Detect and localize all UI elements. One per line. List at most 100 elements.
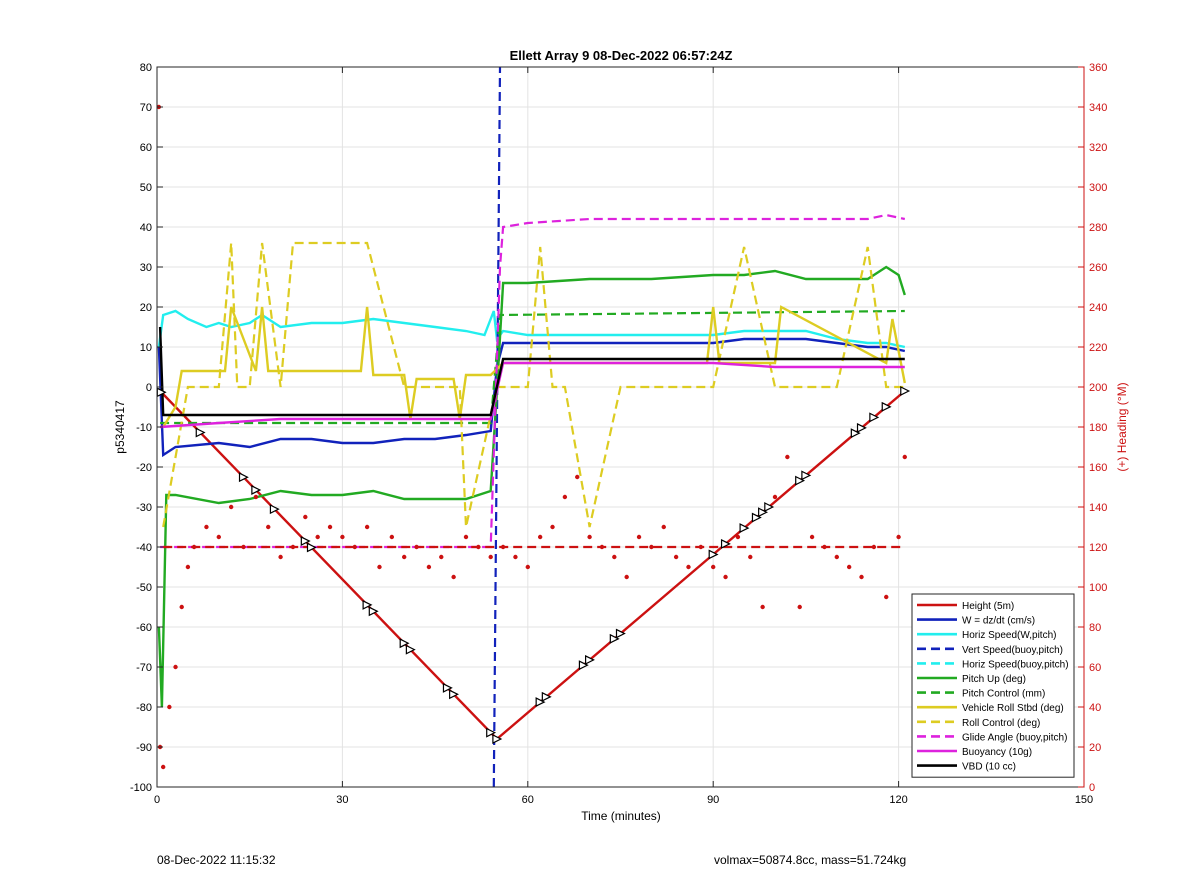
y-tick-label: -40 xyxy=(136,542,152,554)
y-tick-label: -70 xyxy=(136,662,152,674)
height-marker xyxy=(492,734,503,744)
y-tick-label: 40 xyxy=(140,222,152,234)
height-marker xyxy=(300,536,311,547)
heading-point xyxy=(451,574,456,580)
height-marker xyxy=(900,386,911,396)
height-marker xyxy=(739,523,750,534)
heading-point xyxy=(846,564,852,570)
y-tick-label: 20 xyxy=(140,302,152,314)
heading-point xyxy=(179,604,184,610)
series-line-vehicle-roll-stbd-deg xyxy=(162,305,906,428)
series-line-vbd-10-cc xyxy=(158,326,905,417)
heading-point xyxy=(809,534,815,540)
legend-label: Pitch Control (mm) xyxy=(962,689,1045,700)
heading-point xyxy=(513,554,518,560)
y2-tick-label: 340 xyxy=(1089,102,1107,114)
series-line-vert-speed-buoy-pitch xyxy=(492,66,502,788)
chart-title: Ellett Array 9 08-Dec-2022 06:57:24Z xyxy=(510,48,733,63)
heading-point xyxy=(537,534,543,540)
heading-point xyxy=(686,564,691,570)
heading-point xyxy=(204,524,209,530)
x-axis-label: Time (minutes) xyxy=(581,809,661,823)
x-tick-label: 30 xyxy=(336,794,348,806)
height-marker xyxy=(881,401,892,412)
heading-point xyxy=(575,474,580,480)
y2-tick-label: 240 xyxy=(1089,302,1107,314)
y-tick-label: 10 xyxy=(140,342,152,354)
y-tick-label: 0 xyxy=(146,382,152,394)
y2-tick-label: 100 xyxy=(1089,582,1107,594)
heading-point xyxy=(303,514,308,520)
y-tick-label: -30 xyxy=(136,502,152,514)
x-tick-label: 120 xyxy=(889,794,907,806)
y2-tick-label: 40 xyxy=(1089,702,1101,714)
heading-point xyxy=(562,494,568,500)
height-marker xyxy=(306,542,317,553)
height-marker xyxy=(399,638,410,649)
y2-tick-label: 120 xyxy=(1089,542,1107,554)
y-tick-label: -100 xyxy=(130,782,152,794)
heading-point xyxy=(315,534,320,540)
legend-label: Height (5m) xyxy=(962,601,1014,612)
heading-point xyxy=(772,494,778,500)
legend-label: Vert Speed(buoy,pitch) xyxy=(962,645,1063,656)
heading-point xyxy=(402,554,407,560)
heading-point xyxy=(797,604,802,610)
heading-point xyxy=(636,534,642,540)
y2-tick-label: 0 xyxy=(1089,782,1095,794)
height-marker xyxy=(758,507,768,518)
height-marker xyxy=(362,599,373,610)
y2-tick-label: 20 xyxy=(1089,742,1101,754)
legend-label: Pitch Up (deg) xyxy=(962,674,1026,685)
x-tick-label: 0 xyxy=(154,794,160,806)
heading-point xyxy=(748,554,753,560)
y2-tick-label: 80 xyxy=(1089,622,1101,634)
y2-tick-label: 260 xyxy=(1089,262,1107,274)
footer-timestamp: 08-Dec-2022 11:15:32 xyxy=(157,853,276,867)
legend-box xyxy=(911,593,1075,778)
y-tick-label: -80 xyxy=(136,702,152,714)
height-marker xyxy=(486,727,497,738)
heading-point xyxy=(711,564,716,570)
heading-point xyxy=(896,534,901,540)
height-marker xyxy=(238,472,249,483)
height-marker xyxy=(195,427,206,438)
y2-tick-label: 160 xyxy=(1089,462,1107,474)
heading-point xyxy=(735,534,741,540)
height-marker xyxy=(720,538,731,549)
heading-point xyxy=(871,544,877,550)
y2-tick-label: 180 xyxy=(1089,422,1107,434)
y-axis-label: p5340417 xyxy=(113,400,127,454)
height-marker xyxy=(251,485,262,495)
height-marker xyxy=(584,654,595,665)
legend-label: Glide Angle (buoy,pitch) xyxy=(962,732,1067,743)
heading-point xyxy=(649,544,654,550)
heading-point xyxy=(160,764,166,770)
y-tick-label: 80 xyxy=(140,62,152,74)
legend-label: Roll Control (deg) xyxy=(962,718,1040,729)
y-tick-label: -50 xyxy=(136,582,152,594)
legend-label: VBD (10 cc) xyxy=(962,762,1016,773)
legend: Height (5m) W = dz/dt (cm/s) Horiz Speed(W… xyxy=(911,593,1075,778)
heading-point xyxy=(859,574,864,580)
y2-tick-label: 320 xyxy=(1089,142,1107,154)
x-tick-label: 60 xyxy=(522,794,534,806)
y2-tick-label: 280 xyxy=(1089,222,1107,234)
heading-point xyxy=(723,574,728,580)
heading-point xyxy=(173,664,178,670)
y2-tick-label: 220 xyxy=(1089,342,1107,354)
x-tick-label: 150 xyxy=(1075,794,1093,806)
heading-point xyxy=(253,494,259,500)
heading-point xyxy=(266,524,271,530)
height-marker xyxy=(856,422,867,433)
y-tick-label: -20 xyxy=(136,462,152,474)
series-line-roll-control-deg xyxy=(162,241,905,528)
y-tick-label: 50 xyxy=(140,182,152,194)
plot-area xyxy=(156,66,1085,788)
y-tick-label: 30 xyxy=(140,262,152,274)
heading-point xyxy=(167,704,172,710)
legend-label: Horiz Speed(W,pitch) xyxy=(962,630,1056,641)
legend-label: Vehicle Roll Stbd (deg) xyxy=(962,703,1064,714)
heading-point xyxy=(612,554,617,560)
